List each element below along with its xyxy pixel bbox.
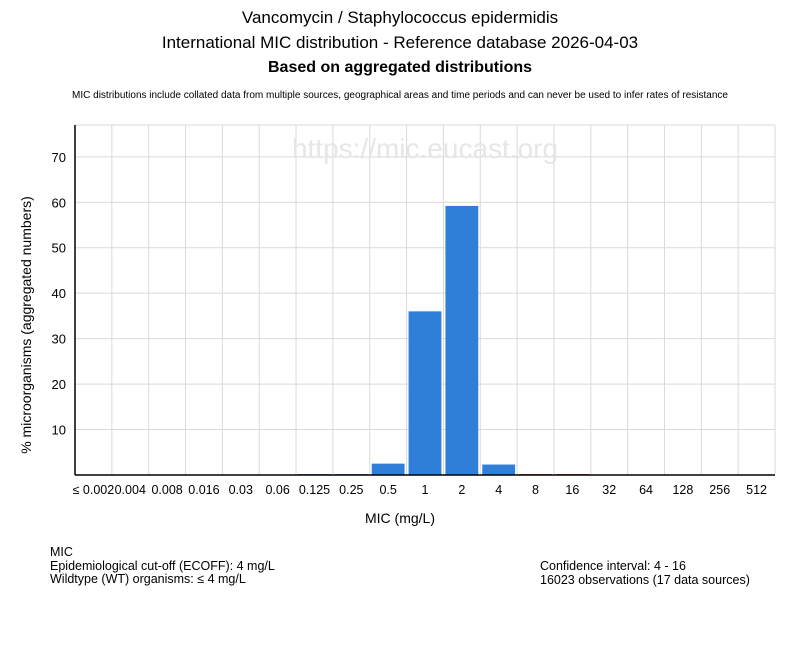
- y-tick-label: 40: [52, 286, 66, 301]
- axes: [74, 125, 775, 476]
- grid-lines: [74, 124, 776, 475]
- x-tick-label: 16: [565, 483, 579, 497]
- bar-0_5: [371, 463, 405, 475]
- info-right: Confidence interval: 4 - 16 16023 observ…: [540, 559, 750, 587]
- chart-subtitle-bold: Based on aggregated distributions: [267, 59, 533, 76]
- x-tick-label: 0.125: [299, 483, 330, 497]
- chart-subtitle: International MIC distribution - Referen…: [161, 33, 639, 52]
- y-tick-label: 20: [52, 377, 66, 392]
- info-left: MIC Epidemiological cut-off (ECOFF): 4 m…: [50, 545, 275, 587]
- y-axis-label: % microorganisms (aggregated numbers): [18, 196, 34, 454]
- x-tick-label: 0.008: [151, 483, 182, 497]
- bar-1: [408, 311, 442, 475]
- x-tick-label: ≤ 0.002: [73, 483, 115, 497]
- bars: [298, 205, 589, 475]
- x-tick-label: 0.25: [339, 483, 363, 497]
- x-tick-labels: ≤ 0.002 0.004 0.008 0.016 0.03 0.06 0.125 0.25 0…: [73, 483, 767, 497]
- mic-bar-chart: https://mic.eucast.org 10 20 30 40 50 60 70 ≤ …: [18, 124, 776, 526]
- x-tick-label: 64: [639, 483, 653, 497]
- y-tick-labels: 10 20 30 40 50 60 70: [52, 150, 66, 438]
- x-tick-label: 0.004: [115, 483, 146, 497]
- bar-2: [445, 205, 479, 475]
- info-wildtype: Wildtype (WT) organisms: ≤ 4 mg/L: [50, 572, 246, 586]
- x-tick-label: 0.03: [229, 483, 253, 497]
- y-tick-label: 70: [52, 150, 66, 165]
- watermark: https://mic.eucast.org: [292, 133, 558, 164]
- x-tick-label: 4: [495, 483, 502, 497]
- x-tick-label: 0.06: [265, 483, 289, 497]
- info-observations: 16023 observations (17 data sources): [540, 572, 750, 587]
- x-tick-label: 256: [709, 483, 730, 497]
- bar-4: [482, 464, 516, 475]
- y-tick-label: 30: [52, 332, 66, 347]
- x-tick-label: 2: [458, 483, 465, 497]
- x-tick-label: 0.016: [188, 483, 219, 497]
- y-tick-label: 50: [52, 241, 66, 256]
- x-tick-label: 32: [602, 483, 616, 497]
- x-tick-label: 0.5: [379, 483, 396, 497]
- y-tick-label: 10: [52, 423, 66, 438]
- x-tick-label: 512: [746, 483, 767, 497]
- x-tick-label: 128: [672, 483, 693, 497]
- info-confidence-interval: Confidence interval: 4 - 16: [540, 559, 686, 573]
- chart-title: Vancomycin / Staphylococcus epidermidis: [241, 8, 559, 27]
- x-tick-label: 8: [532, 483, 539, 497]
- x-axis-label: MIC (mg/L): [365, 510, 435, 526]
- disclaimer-note: MIC distributions include collated data …: [72, 90, 728, 101]
- info-mic-label: MIC: [50, 545, 73, 559]
- y-tick-label: 60: [52, 195, 66, 210]
- x-tick-label: 1: [422, 483, 429, 497]
- info-ecoff: Epidemiological cut-off (ECOFF): 4 mg/L: [50, 558, 275, 573]
